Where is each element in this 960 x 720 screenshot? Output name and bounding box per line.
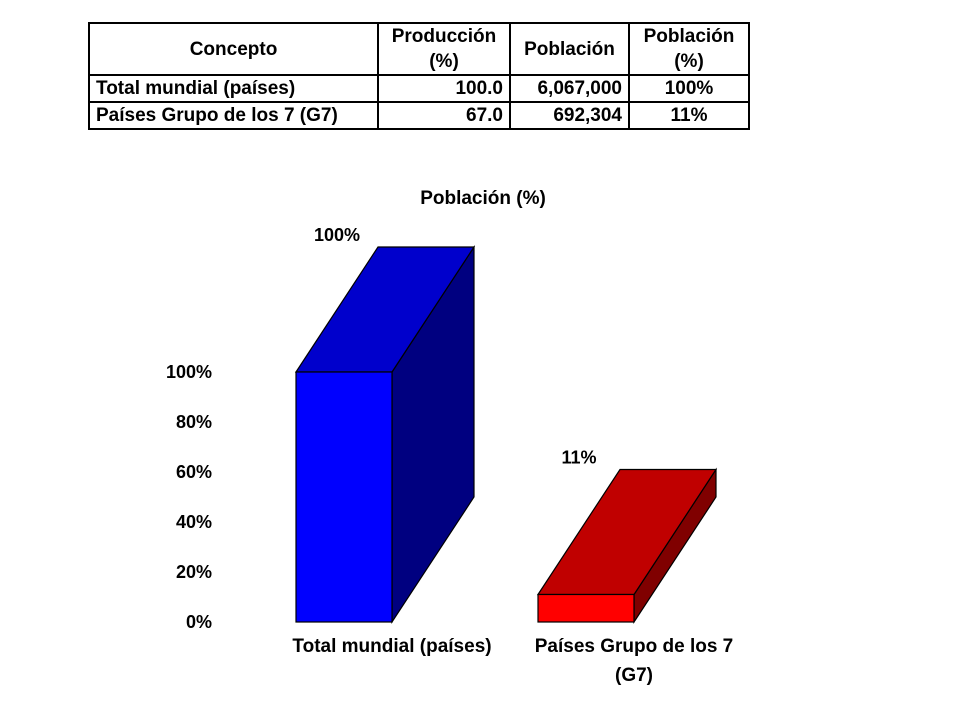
header-produccion: Producción (%) xyxy=(377,22,511,76)
header-produccion-line1: Producción xyxy=(391,26,497,47)
header-concepto-text: Concepto xyxy=(189,38,278,60)
header-concepto: Concepto xyxy=(88,22,379,76)
header-poblacion-pct-line2: (%) xyxy=(674,51,704,72)
header-poblacion-pct: Población (%) xyxy=(628,22,750,76)
x-tick-label: Países Grupo de los 7 xyxy=(535,636,734,657)
row1-poblacion: 6,067,000 xyxy=(509,74,630,103)
bar xyxy=(295,371,393,623)
y-tick-label: 40% xyxy=(176,512,212,532)
row1-poblacion-pct: 100% xyxy=(628,74,750,103)
data-label: 100% xyxy=(314,225,360,245)
x-tick-label: (G7) xyxy=(615,665,653,686)
table-row: Total mundial (países) 100.0 6,067,000 1… xyxy=(88,74,750,103)
x-tick-label: Total mundial (países) xyxy=(292,636,491,657)
header-poblacion-pct-line1: Población xyxy=(643,26,735,47)
row2-poblacion-pct: 11% xyxy=(628,101,750,130)
y-tick-label: 0% xyxy=(186,612,212,632)
row1-produccion: 100.0 xyxy=(377,74,511,103)
chart-title: Población (%) xyxy=(420,188,546,209)
y-tick-label: 80% xyxy=(176,412,212,432)
row2-poblacion: 692,304 xyxy=(509,101,630,130)
summary-table: Concepto Producción (%) Población Poblac… xyxy=(88,22,750,130)
y-tick-label: 20% xyxy=(176,562,212,582)
data-label: 11% xyxy=(561,448,596,468)
row2-produccion: 67.0 xyxy=(377,101,511,130)
header-produccion-line2: (%) xyxy=(429,51,459,72)
row1-concepto: Total mundial (países) xyxy=(88,74,379,103)
y-tick-label: 100% xyxy=(166,362,212,382)
table-header-row: Concepto Producción (%) Población Poblac… xyxy=(88,22,750,76)
bar xyxy=(537,593,635,623)
table-row: Países Grupo de los 7 (G7) 67.0 692,304 … xyxy=(88,101,750,130)
header-poblacion: Población xyxy=(509,22,630,76)
row2-concepto: Países Grupo de los 7 (G7) xyxy=(88,101,379,130)
y-tick-label: 60% xyxy=(176,462,212,482)
header-poblacion-text: Población xyxy=(524,38,615,60)
